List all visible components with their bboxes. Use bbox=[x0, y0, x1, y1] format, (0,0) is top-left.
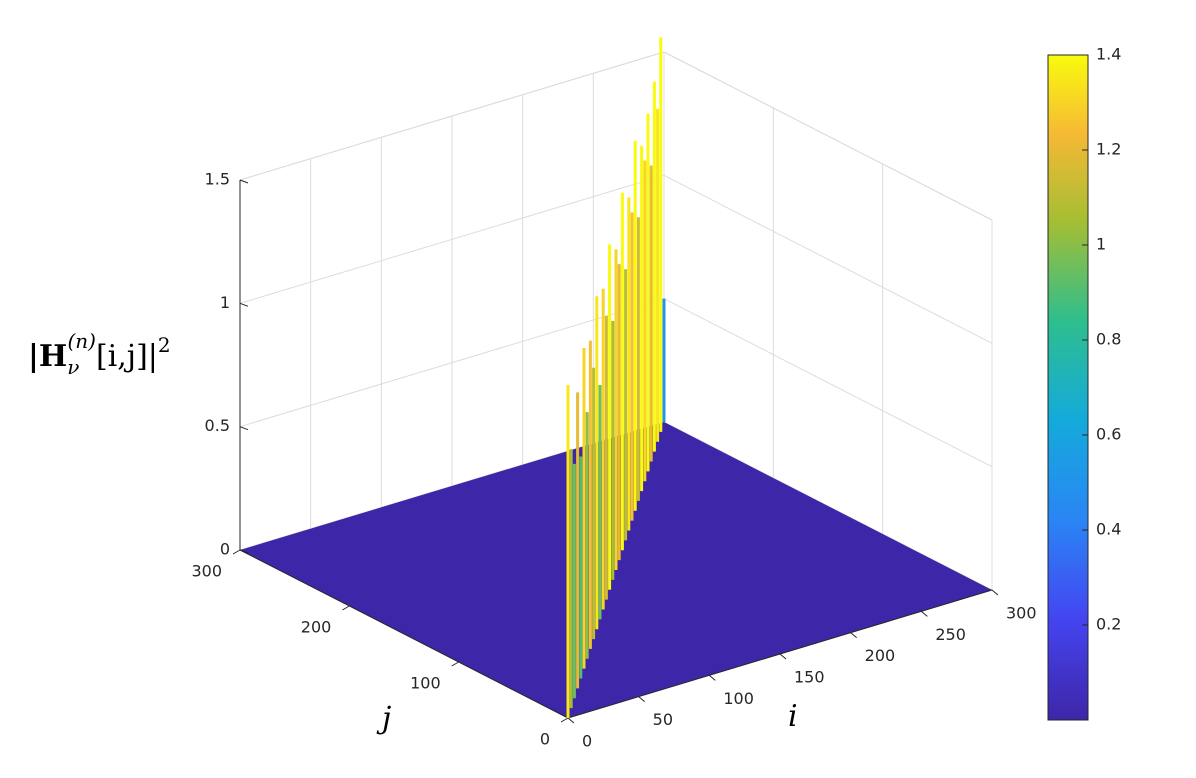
z-label-base: |H bbox=[28, 339, 67, 374]
x-tick-label: 300 bbox=[1006, 604, 1037, 623]
z-tick-label: 1 bbox=[220, 293, 230, 312]
x-tick-label: 50 bbox=[653, 710, 673, 729]
colorbar-tick-label: 0.4 bbox=[1096, 520, 1121, 539]
y-tick bbox=[342, 605, 350, 611]
grid-line bbox=[663, 174, 993, 344]
x-tick bbox=[567, 717, 575, 724]
y-axis-label: j bbox=[376, 701, 391, 736]
y-tick bbox=[451, 661, 459, 667]
x-tick-label: 100 bbox=[723, 689, 754, 708]
z-label-sup: (n) bbox=[67, 329, 96, 353]
x-tick-label: 250 bbox=[935, 625, 966, 644]
z-label-sub: ν bbox=[67, 355, 79, 379]
y-tick-label: 300 bbox=[191, 562, 222, 581]
y-tick-label: 100 bbox=[410, 674, 441, 693]
x-tick-label: 0 bbox=[582, 732, 592, 751]
z-tick bbox=[239, 549, 249, 554]
z-tick bbox=[239, 426, 249, 431]
colorbar-tick-label: 0.2 bbox=[1096, 615, 1121, 634]
x-axis-label: i bbox=[788, 699, 798, 734]
z-tick-label: 0.5 bbox=[205, 416, 230, 435]
z-tick-label: 1.5 bbox=[205, 170, 230, 189]
colorbar-tick-label: 1.4 bbox=[1096, 45, 1121, 64]
x-tick bbox=[850, 632, 857, 639]
x-tick-label: 150 bbox=[794, 668, 825, 687]
y-tick bbox=[560, 717, 569, 723]
colorbar-tick-label: 1.2 bbox=[1096, 140, 1121, 159]
z-label-exp: 2 bbox=[158, 333, 171, 357]
colorbar-tick-label: 0.8 bbox=[1096, 330, 1121, 349]
z-axis-label: |Hν(n)[i,j]|2 bbox=[28, 329, 171, 379]
x-tick bbox=[779, 653, 787, 660]
z-tick bbox=[239, 302, 249, 307]
colorbar-tick-label: 1 bbox=[1096, 235, 1106, 254]
box-edge bbox=[239, 51, 665, 181]
grid-line bbox=[663, 298, 993, 468]
box-edge bbox=[663, 51, 993, 221]
z-label-rest: [i,j]| bbox=[96, 339, 158, 374]
z-tick-label: 0 bbox=[220, 540, 230, 559]
y-axis bbox=[239, 549, 569, 719]
x-tick bbox=[921, 610, 928, 617]
z-tick bbox=[239, 179, 249, 184]
x-tick bbox=[638, 696, 645, 703]
y-tick-label: 200 bbox=[301, 618, 332, 637]
colorbar-tick-label: 0.6 bbox=[1096, 425, 1121, 444]
x-tick bbox=[991, 589, 999, 596]
y-tick-label: 0 bbox=[540, 730, 550, 749]
y-tick bbox=[232, 549, 241, 555]
x-tick-label: 200 bbox=[865, 646, 896, 665]
x-tick bbox=[709, 674, 716, 681]
colorbar bbox=[1047, 54, 1089, 721]
